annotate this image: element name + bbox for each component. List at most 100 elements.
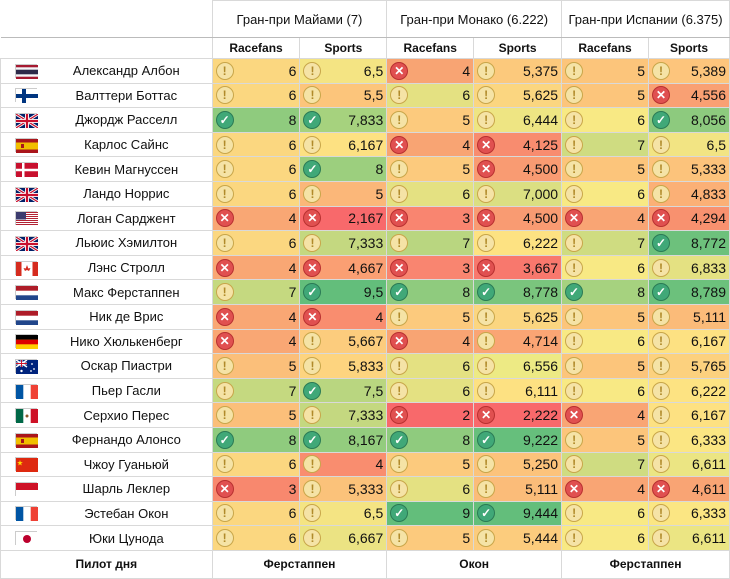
racefans-rating-cell: ! 6: [561, 254, 649, 281]
warning-icon: !: [303, 504, 322, 523]
driver-cell: Ник де Врис: [0, 303, 213, 330]
flag-icon: [15, 334, 38, 350]
rating-value: 5,389: [690, 62, 726, 79]
cross-icon: ✕: [652, 86, 670, 105]
check-icon: ✓: [303, 430, 322, 449]
warning-icon: !: [565, 233, 584, 252]
racefans-rating-cell: ✕ 4: [561, 205, 649, 232]
warning-icon: !: [215, 504, 234, 523]
rating-value: 4,667: [348, 259, 384, 276]
racefans-rating-cell: ! 5: [561, 353, 649, 379]
rating-value: 6,222: [690, 382, 726, 399]
racefans-rating-cell: ! 5: [561, 58, 649, 84]
warning-icon: !: [215, 160, 234, 179]
warning-icon: !: [215, 406, 234, 425]
rating-value: 5,333: [690, 161, 726, 178]
corner-cell: [0, 37, 213, 59]
rating-value: 6: [288, 185, 297, 202]
warning-icon: !: [215, 455, 234, 474]
rating-value: 6: [462, 87, 471, 104]
rating-value: 8,056: [690, 111, 726, 128]
flag-icon: [15, 162, 38, 178]
rating-value: 5,625: [523, 87, 559, 104]
sports-rating-cell: ! 7,000: [473, 180, 563, 207]
flag-icon: [15, 408, 38, 424]
warning-icon: !: [477, 356, 496, 375]
flag-icon: [15, 235, 39, 253]
rating-value: 9,222: [523, 431, 559, 448]
driver-cell: Юки Цунода: [0, 525, 213, 551]
rating-value: 4: [462, 136, 471, 153]
racefans-rating-cell: ✕ 4: [386, 58, 475, 84]
racefans-rating-cell: ! 6: [211, 451, 301, 478]
rating-value: 6: [462, 480, 471, 497]
cross-icon: ✕: [477, 406, 496, 425]
flag-icon: [15, 309, 38, 325]
sports-rating-cell: ! 5,250: [473, 451, 563, 478]
table-row: Лэнс Стролл ✕ 4 ✕ 4,667 ✕ 3 ✕ 3,667! 6! 6,833: [0, 254, 730, 281]
racefans-rating-cell: ✕ 4: [211, 303, 301, 330]
rating-value: 4: [637, 480, 645, 497]
rating-value: 8,772: [690, 234, 726, 251]
racefans-rating-cell: ! 5: [386, 451, 475, 478]
racefans-rating-cell: ! 6: [561, 525, 649, 551]
flag-icon: [15, 112, 39, 130]
rating-value: 6,611: [692, 530, 726, 547]
rating-value: 6: [288, 87, 297, 104]
rating-value: 5: [462, 456, 471, 473]
warning-icon: !: [215, 381, 234, 400]
flag-icon: [15, 358, 38, 374]
sports-rating-cell: ! 5,5: [299, 82, 388, 109]
table-row: Ник де Врис ✕ 4 ✕ 4! 5! 5,625! 5! 5,111: [0, 303, 730, 330]
rating-value: 4,294: [690, 210, 726, 227]
rating-value: 5: [462, 308, 471, 325]
sports-rating-cell: ! 6,222: [648, 377, 730, 404]
cross-icon: ✕: [215, 258, 234, 277]
warning-icon: !: [565, 110, 584, 129]
warning-icon: !: [565, 529, 584, 548]
warning-icon: !: [565, 455, 584, 474]
check-icon: ✓: [565, 283, 584, 302]
cross-icon: ✕: [477, 135, 496, 154]
cross-icon: ✕: [565, 406, 584, 425]
rating-value: 5: [288, 407, 297, 424]
sports-rating-cell: ! 5,625: [473, 82, 563, 109]
check-icon: ✓: [652, 233, 670, 252]
cross-icon: ✕: [390, 332, 409, 351]
sports-rating-cell: ! 6,833: [648, 254, 730, 281]
warning-icon: !: [477, 86, 496, 105]
sports-rating-cell: ! 5,111: [473, 476, 563, 502]
rating-value: 3: [462, 259, 471, 276]
racefans-rating-cell: ! 6: [561, 107, 649, 133]
cross-icon: ✕: [565, 479, 584, 498]
warning-icon: !: [565, 160, 584, 179]
warning-icon: !: [652, 504, 670, 523]
rating-value: 5,250: [523, 456, 559, 473]
rating-value: 4: [462, 333, 471, 350]
racefans-rating-cell: ✕ 4: [386, 328, 475, 355]
racefans-rating-cell: ✓ 8: [211, 107, 301, 133]
flag-icon: [15, 137, 38, 153]
racefans-rating-cell: ! 6: [561, 328, 649, 355]
rating-value: 8,167: [348, 431, 384, 448]
warning-icon: !: [215, 61, 234, 80]
driver-name: Карлос Сайнс: [84, 137, 169, 153]
warning-icon: !: [215, 184, 234, 203]
sports-rating-cell: ! 6,222: [473, 230, 563, 256]
sports-rating-cell: ! 6,167: [299, 131, 388, 158]
table-row: Ландо Норрис! 6! 5! 6! 7,000! 6! 4,833: [0, 180, 730, 207]
warning-icon: !: [565, 258, 584, 277]
rating-value: 6: [637, 111, 645, 128]
warning-icon: !: [652, 455, 670, 474]
warning-icon: !: [652, 61, 670, 80]
sports-rating-cell: ✓ 8,789: [648, 279, 730, 305]
racefans-rating-cell: ! 7: [211, 377, 301, 404]
rating-value: 6: [288, 456, 297, 473]
table-row: Льюис Хэмилтон! 6! 7,333! 7! 6,222! 7 ✓ 8,772: [0, 230, 730, 256]
warning-icon: !: [303, 529, 322, 548]
driver-of-day: Окон: [386, 549, 563, 579]
rating-value: 6,444: [523, 111, 559, 128]
check-icon: ✓: [303, 283, 322, 302]
